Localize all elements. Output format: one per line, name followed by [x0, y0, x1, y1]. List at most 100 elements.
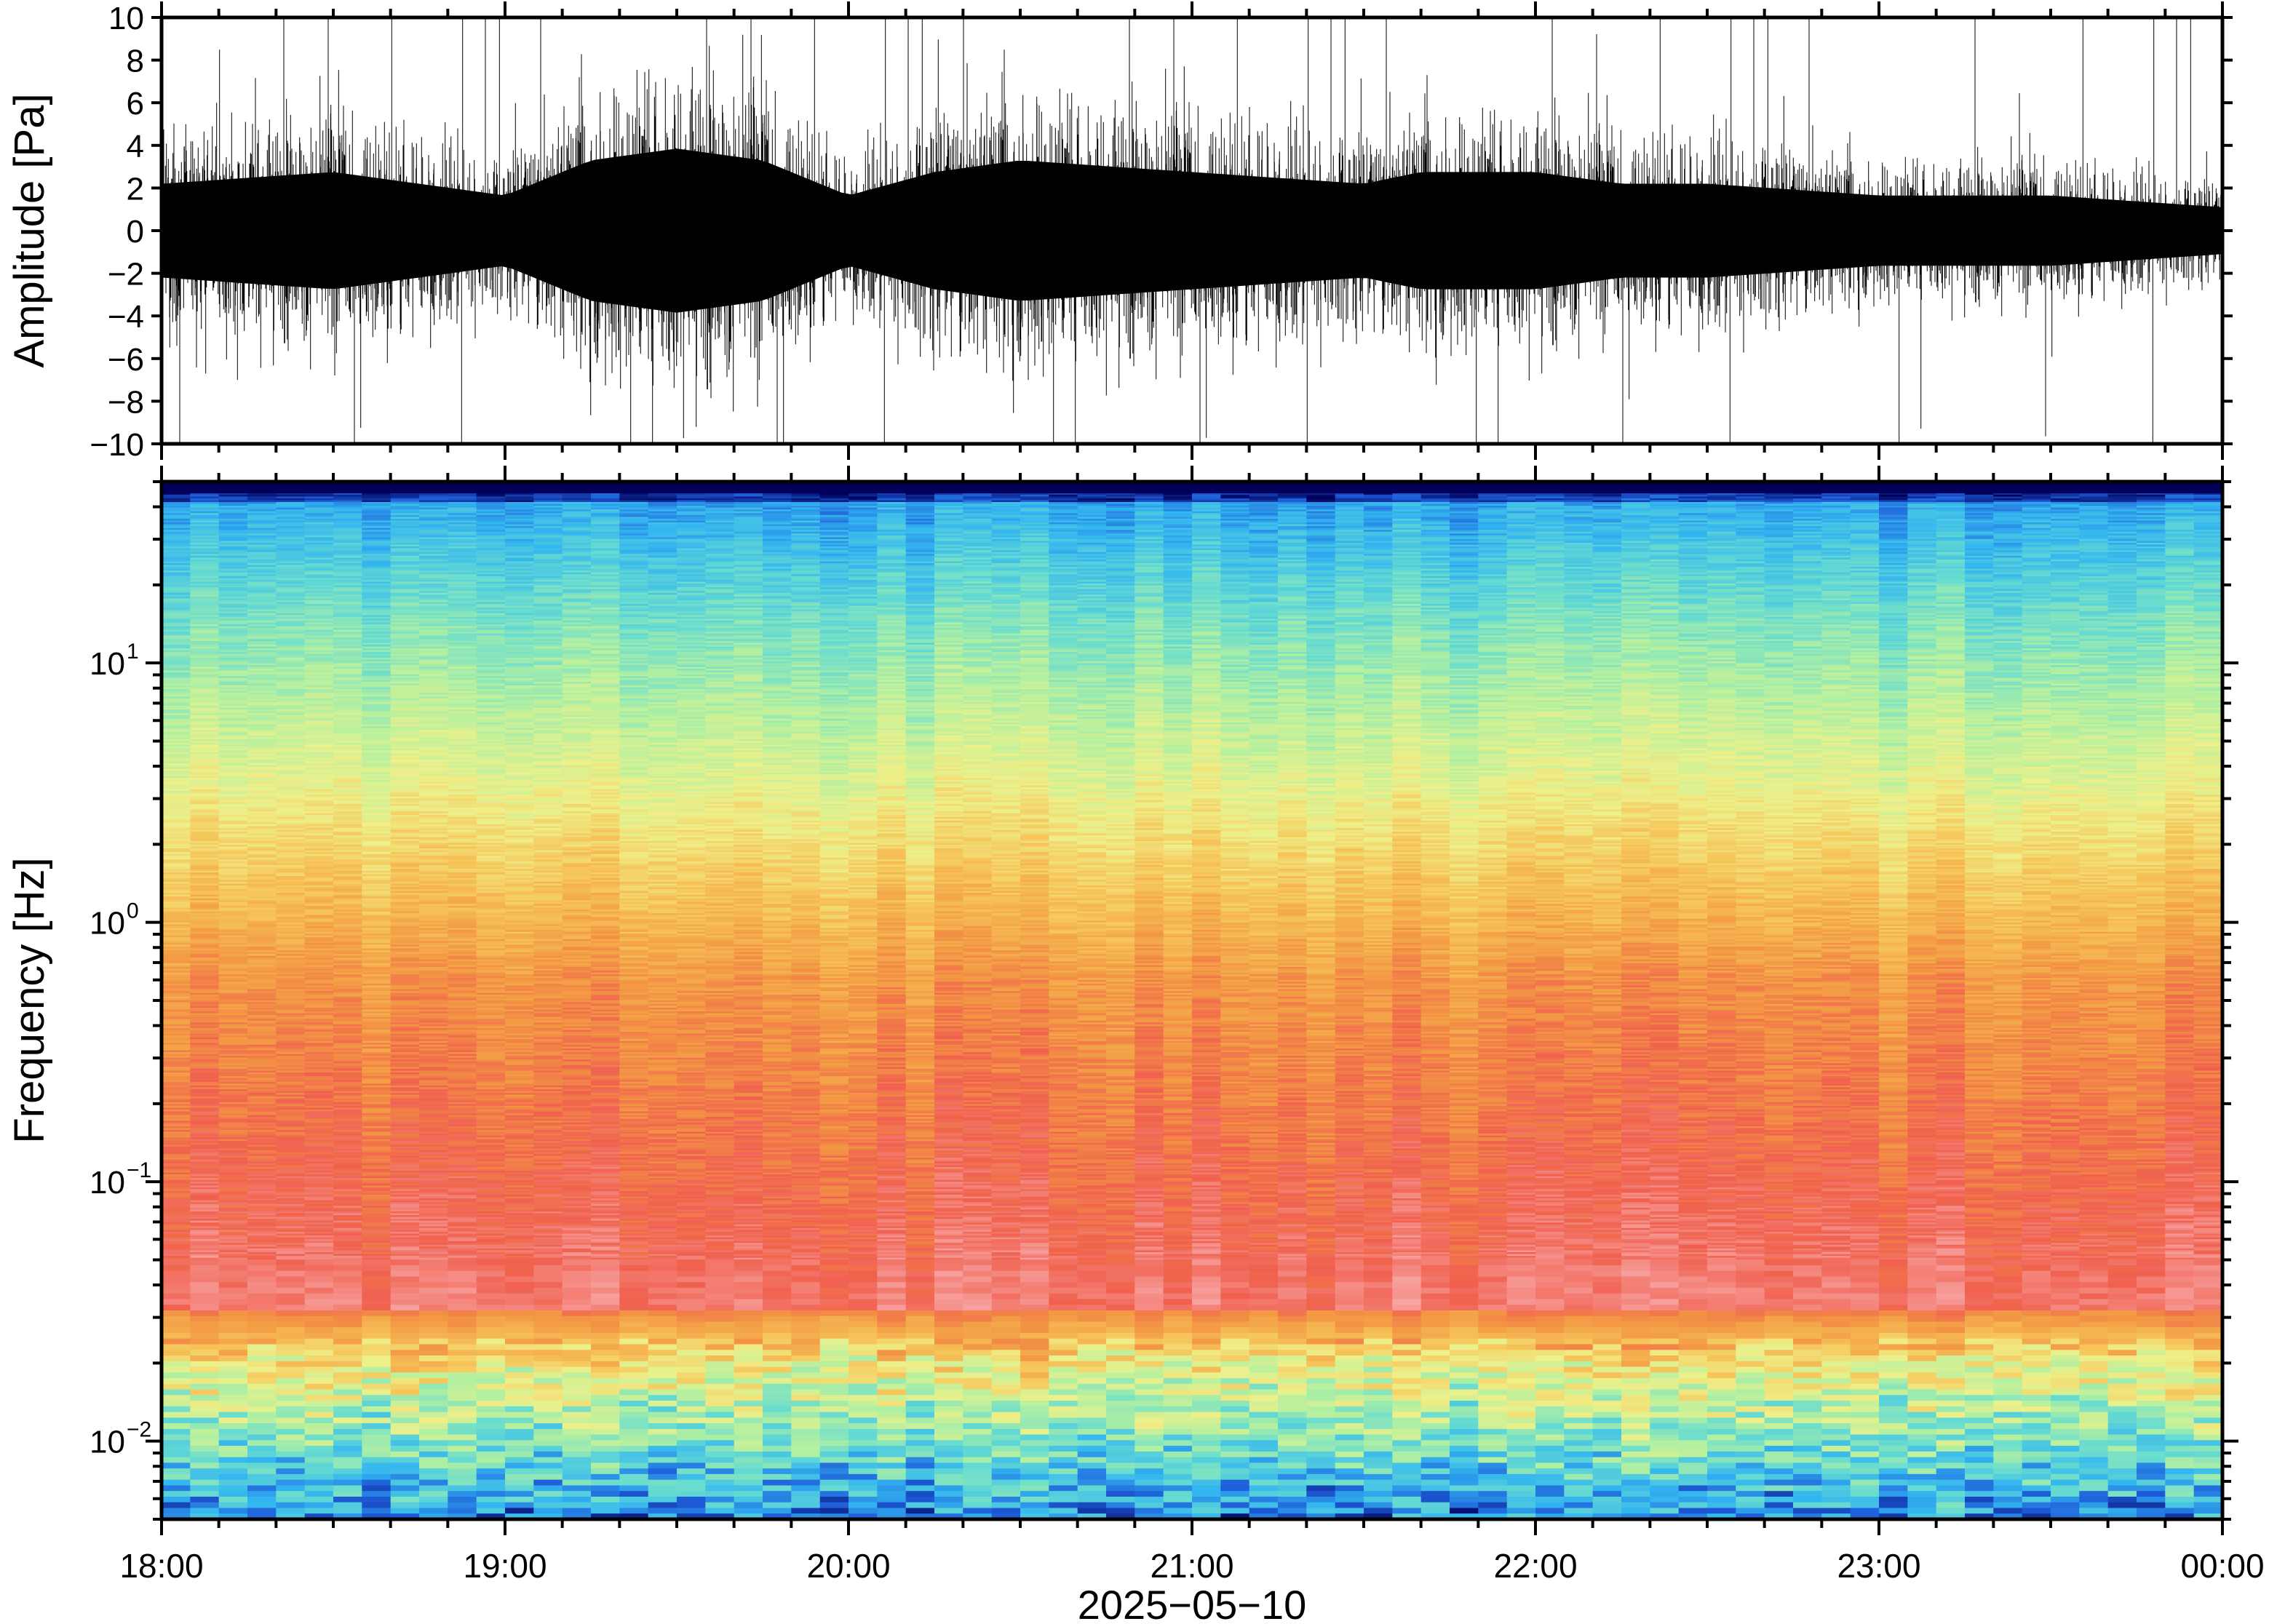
spectrogram-cell [247, 765, 277, 768]
spectrogram-cell [218, 652, 248, 655]
spectrogram-cell [390, 731, 420, 734]
spectrogram-cell [333, 1158, 362, 1161]
spectrogram-cell [247, 1020, 277, 1023]
spectrogram-cell [276, 653, 306, 656]
spectrogram-cell [162, 1250, 191, 1253]
spectrogram-cell [218, 1176, 248, 1179]
spectrogram-cell [276, 700, 306, 703]
spectrogram-cell [247, 585, 277, 588]
spectrogram-cell [190, 526, 220, 529]
spectrogram-cell [362, 1256, 392, 1258]
spectrogram-cell [419, 840, 448, 843]
spectrogram-cell [390, 816, 420, 819]
spectrogram-cell [162, 1193, 191, 1195]
spectrogram-cell [390, 735, 420, 738]
spectrogram-cell [190, 840, 220, 843]
spectrogram-cell [218, 574, 248, 577]
spectrogram-cell [162, 954, 191, 957]
spectrogram-cell [476, 771, 506, 773]
spectrogram-cell [218, 1248, 248, 1251]
spectrogram-cell [190, 533, 220, 536]
spectrogram-cell [247, 939, 277, 942]
spectrogram-cell [162, 584, 191, 586]
spectrogram-cell [304, 1113, 334, 1115]
spectrogram-cell [362, 852, 392, 855]
spectrogram-cell [247, 1166, 277, 1169]
spectrogram-cell [362, 824, 392, 827]
spectrogram-cell [218, 1009, 248, 1012]
spectrogram-cell [218, 747, 248, 749]
spectrogram-cell [276, 1256, 306, 1258]
spectrogram-cell [419, 828, 448, 830]
spectrogram-cell [390, 1137, 420, 1140]
spectrogram-cell [247, 681, 277, 684]
spectrogram-cell [276, 1250, 306, 1253]
spectrogram-cell [162, 1044, 191, 1047]
spectrogram-cell [276, 570, 306, 573]
spectrogram-cell [162, 996, 191, 999]
spectrogram-cell [476, 511, 506, 514]
spectrogram-cell [333, 1243, 362, 1246]
spectrogram-cell [218, 1152, 248, 1155]
spectrogram-cell [448, 1059, 477, 1062]
spectrogram-cell [476, 796, 506, 799]
spectrogram-cell [218, 979, 248, 982]
spectrogram-cell [419, 763, 448, 765]
spectrogram-cell [448, 1161, 477, 1164]
spectrogram-cell [162, 1148, 191, 1151]
spectrogram-cell [247, 937, 277, 940]
spectrogram-cell [190, 584, 220, 586]
spectrogram-cell [190, 496, 220, 499]
spectrogram-cell [247, 755, 277, 758]
spectrogram-cell [162, 592, 191, 595]
spectrogram-cell [362, 584, 392, 586]
spectrogram-cell [218, 642, 248, 645]
spectrogram-cell [247, 1094, 277, 1097]
spectrogram-cell [218, 961, 248, 964]
spectrogram-cell [162, 904, 191, 907]
spectrogram-cell [304, 637, 334, 640]
spectrogram-cell [333, 1003, 362, 1006]
spectrogram-cell [190, 1007, 220, 1010]
spectrogram-cell [362, 518, 392, 521]
spectrogram-cell [333, 1165, 362, 1168]
spectrogram-cell [190, 822, 220, 825]
spectrogram-cell [362, 535, 392, 538]
spectrogram-cell [247, 1076, 277, 1079]
spectrogram-cell [419, 1174, 448, 1177]
spectrogram-cell [247, 979, 277, 982]
spectrogram-cell [218, 1118, 248, 1121]
spectrogram-cell [276, 698, 306, 701]
spectrogram-cell [247, 674, 277, 677]
spectrogram-cell [162, 683, 191, 686]
spectrogram-cell [190, 1054, 220, 1056]
spectrogram-cell [419, 832, 448, 835]
spectrogram-cell [247, 1174, 277, 1177]
spectrogram-cell [190, 1039, 220, 1042]
spectrogram-cell [276, 683, 306, 686]
spectrogram-cell [218, 693, 248, 696]
spectrogram-cell [304, 837, 334, 840]
spectrogram-cell [247, 992, 277, 995]
spectrogram-cell [190, 1080, 220, 1083]
spectrogram-cell [247, 728, 277, 731]
spectrogram-cell [333, 1117, 362, 1120]
spectrogram-cell [247, 955, 277, 958]
spectrogram-cell [448, 1246, 477, 1249]
spectrogram-cell [162, 645, 191, 647]
spectrogram-cell [304, 494, 334, 497]
spectrogram-cell [333, 800, 362, 803]
spectrogram-cell [476, 909, 506, 912]
spectrogram-cell [362, 1226, 392, 1229]
spectrogram-cell [276, 881, 306, 884]
spectrogram-cell [448, 503, 477, 506]
spectrogram-cell [247, 1087, 277, 1090]
spectrogram-cell [448, 633, 477, 636]
spectrogram-cell [419, 731, 448, 734]
spectrogram-cell [190, 1022, 220, 1025]
spectrogram-cell [162, 707, 191, 710]
spectrogram-cell [448, 645, 477, 647]
spectrogram-cell [162, 909, 191, 912]
spectrogram-cell [190, 701, 220, 704]
spectrogram-cell [162, 653, 191, 656]
